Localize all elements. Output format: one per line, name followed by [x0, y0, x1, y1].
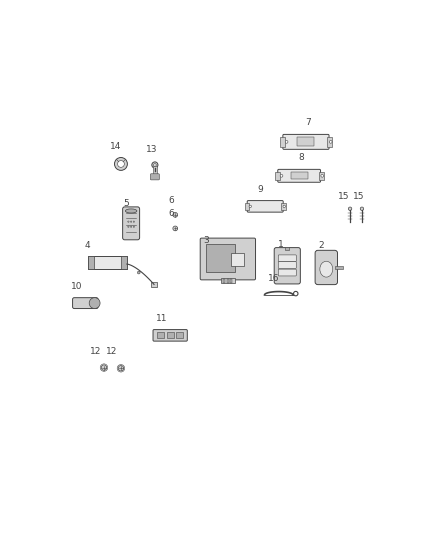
- Bar: [291, 172, 307, 179]
- Text: 10: 10: [71, 282, 83, 291]
- Ellipse shape: [101, 365, 107, 370]
- FancyBboxPatch shape: [278, 169, 321, 182]
- Ellipse shape: [280, 174, 283, 177]
- Bar: [285, 247, 290, 251]
- Text: 1: 1: [278, 240, 283, 249]
- FancyBboxPatch shape: [283, 134, 329, 149]
- Bar: [167, 332, 174, 338]
- Ellipse shape: [348, 207, 352, 211]
- Ellipse shape: [173, 226, 178, 231]
- FancyBboxPatch shape: [247, 200, 283, 212]
- Bar: [227, 279, 229, 282]
- Ellipse shape: [131, 226, 132, 228]
- Ellipse shape: [152, 162, 158, 168]
- Ellipse shape: [117, 160, 124, 167]
- Ellipse shape: [133, 221, 134, 222]
- Bar: [327, 137, 332, 147]
- Text: 11: 11: [156, 314, 167, 324]
- Bar: [223, 279, 226, 282]
- Bar: [221, 278, 235, 283]
- Text: 13: 13: [146, 145, 157, 154]
- Text: 14: 14: [110, 142, 121, 151]
- FancyBboxPatch shape: [151, 174, 159, 180]
- Text: 15: 15: [338, 192, 350, 201]
- Ellipse shape: [249, 205, 251, 207]
- Ellipse shape: [329, 141, 332, 143]
- Text: 7: 7: [305, 118, 311, 127]
- Bar: [275, 172, 280, 180]
- Ellipse shape: [154, 164, 156, 166]
- FancyBboxPatch shape: [73, 297, 98, 309]
- FancyBboxPatch shape: [278, 255, 296, 262]
- Bar: [297, 138, 314, 146]
- Bar: [88, 256, 127, 269]
- Text: 4: 4: [84, 241, 90, 251]
- Bar: [152, 166, 157, 175]
- Bar: [230, 279, 232, 282]
- Ellipse shape: [285, 141, 288, 143]
- Ellipse shape: [118, 366, 124, 371]
- Bar: [151, 282, 157, 287]
- Bar: [177, 332, 183, 338]
- Bar: [157, 332, 164, 338]
- FancyBboxPatch shape: [200, 238, 255, 280]
- Text: 15: 15: [353, 192, 364, 201]
- Text: 3: 3: [203, 237, 208, 245]
- Text: 6: 6: [169, 209, 174, 218]
- FancyBboxPatch shape: [274, 248, 300, 284]
- Text: 8: 8: [298, 154, 304, 162]
- Bar: [318, 172, 324, 180]
- Ellipse shape: [173, 213, 178, 217]
- Bar: [245, 203, 249, 210]
- Bar: [88, 256, 94, 269]
- FancyBboxPatch shape: [315, 251, 338, 285]
- FancyBboxPatch shape: [153, 329, 187, 341]
- Ellipse shape: [283, 205, 286, 207]
- Ellipse shape: [125, 209, 137, 213]
- Bar: [281, 203, 286, 210]
- Text: 9: 9: [257, 185, 263, 194]
- FancyBboxPatch shape: [278, 262, 296, 269]
- Bar: [280, 137, 285, 147]
- Text: 12: 12: [90, 347, 101, 356]
- Ellipse shape: [138, 271, 140, 274]
- Ellipse shape: [320, 261, 333, 277]
- Text: 12: 12: [106, 347, 117, 356]
- FancyBboxPatch shape: [123, 207, 140, 240]
- Text: 16: 16: [268, 274, 279, 284]
- Ellipse shape: [89, 297, 100, 309]
- Ellipse shape: [128, 226, 129, 228]
- Text: 6: 6: [168, 196, 174, 205]
- Text: 5: 5: [123, 199, 129, 208]
- Bar: [205, 244, 235, 272]
- Text: 2: 2: [318, 241, 324, 251]
- Ellipse shape: [128, 221, 129, 222]
- Ellipse shape: [114, 157, 127, 171]
- Ellipse shape: [360, 207, 364, 211]
- Bar: [335, 266, 343, 269]
- Ellipse shape: [131, 221, 132, 222]
- Bar: [231, 253, 244, 266]
- Ellipse shape: [321, 174, 324, 177]
- Ellipse shape: [133, 226, 134, 228]
- Bar: [121, 256, 127, 269]
- FancyBboxPatch shape: [278, 269, 296, 276]
